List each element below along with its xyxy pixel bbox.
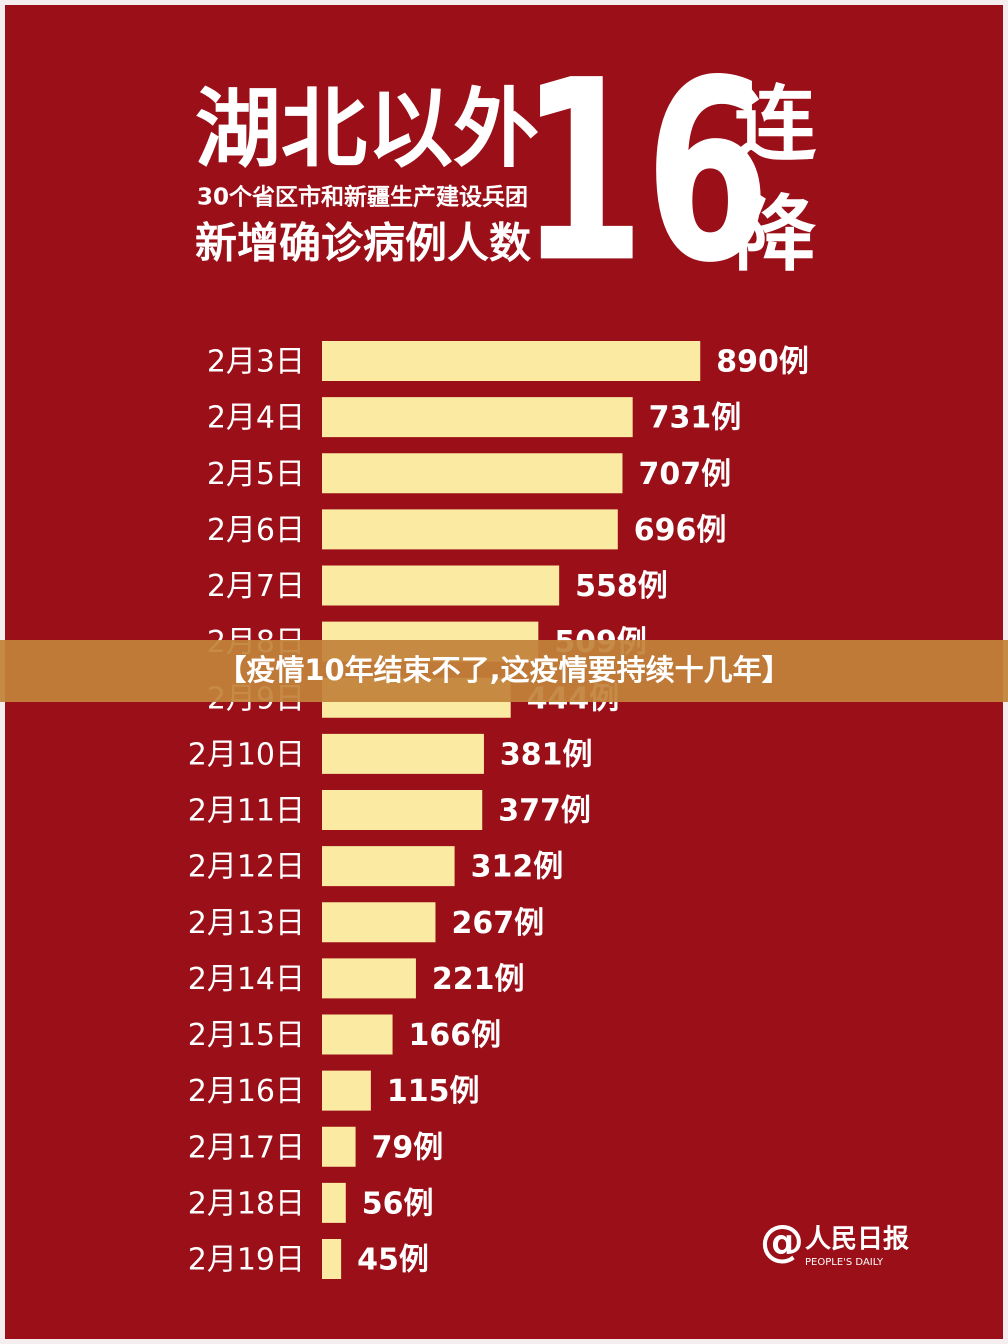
bar xyxy=(322,902,436,943)
logo-icon: @ xyxy=(760,1216,804,1267)
value-label: 377例 xyxy=(498,794,591,829)
value-label: 696例 xyxy=(634,513,727,548)
bar xyxy=(322,397,633,438)
bar xyxy=(322,1126,356,1167)
value-label: 115例 xyxy=(387,1074,480,1109)
title-number: 16 xyxy=(520,28,770,318)
value-label: 45例 xyxy=(357,1243,429,1278)
category-label: 2月3日 xyxy=(207,345,305,380)
banner-bg xyxy=(0,640,1008,702)
category-label: 2月15日 xyxy=(188,1018,305,1053)
category-label: 2月13日 xyxy=(188,906,305,941)
bar xyxy=(322,565,560,606)
category-label: 2月18日 xyxy=(188,1186,305,1221)
value-label: 56例 xyxy=(362,1186,434,1221)
value-label: 707例 xyxy=(638,457,731,492)
banner: 【疫情10年结束不了,这疫情要持续十几年】 xyxy=(217,653,790,687)
bar xyxy=(322,509,618,550)
bar xyxy=(322,733,484,774)
value-label: 312例 xyxy=(471,850,564,885)
category-label: 2月16日 xyxy=(188,1074,305,1109)
value-label: 267例 xyxy=(451,906,544,941)
category-label: 2月10日 xyxy=(188,737,305,772)
category-label: 2月14日 xyxy=(188,962,305,997)
value-label: 890例 xyxy=(716,345,809,380)
logo-name: 人民日报 xyxy=(805,1224,909,1255)
logo-subtitle: PEOPLE'S DAILY xyxy=(805,1257,884,1268)
category-label: 2月7日 xyxy=(207,569,305,604)
category-label: 2月19日 xyxy=(188,1243,305,1278)
bar xyxy=(322,1182,346,1223)
bar xyxy=(322,341,701,381)
bar xyxy=(322,846,455,887)
bar xyxy=(322,958,416,999)
bar xyxy=(322,1239,342,1279)
category-label: 2月4日 xyxy=(207,401,305,436)
value-label: 79例 xyxy=(372,1130,444,1165)
category-label: 2月12日 xyxy=(188,850,305,885)
bar xyxy=(322,1070,371,1111)
value-label: 731例 xyxy=(649,401,742,436)
category-label: 2月11日 xyxy=(188,794,305,829)
title-suffix: 连 xyxy=(734,77,816,172)
bar xyxy=(322,1014,393,1055)
value-label: 221例 xyxy=(432,962,525,997)
value-label: 166例 xyxy=(409,1018,502,1053)
subtitle: 30个省区市和新疆生产建设兵团 xyxy=(197,184,528,211)
value-label: 381例 xyxy=(500,737,593,772)
category-label: 2月17日 xyxy=(188,1130,305,1165)
title-suffix: 降 xyxy=(734,187,816,282)
category-label: 2月6日 xyxy=(207,513,305,548)
category-label: 2月5日 xyxy=(207,457,305,492)
title-main: 湖北以外 xyxy=(195,79,539,179)
bar xyxy=(322,453,623,494)
subtitle: 新增确诊病例人数 xyxy=(195,219,531,268)
value-label: 558例 xyxy=(575,569,668,604)
bar xyxy=(322,790,483,830)
